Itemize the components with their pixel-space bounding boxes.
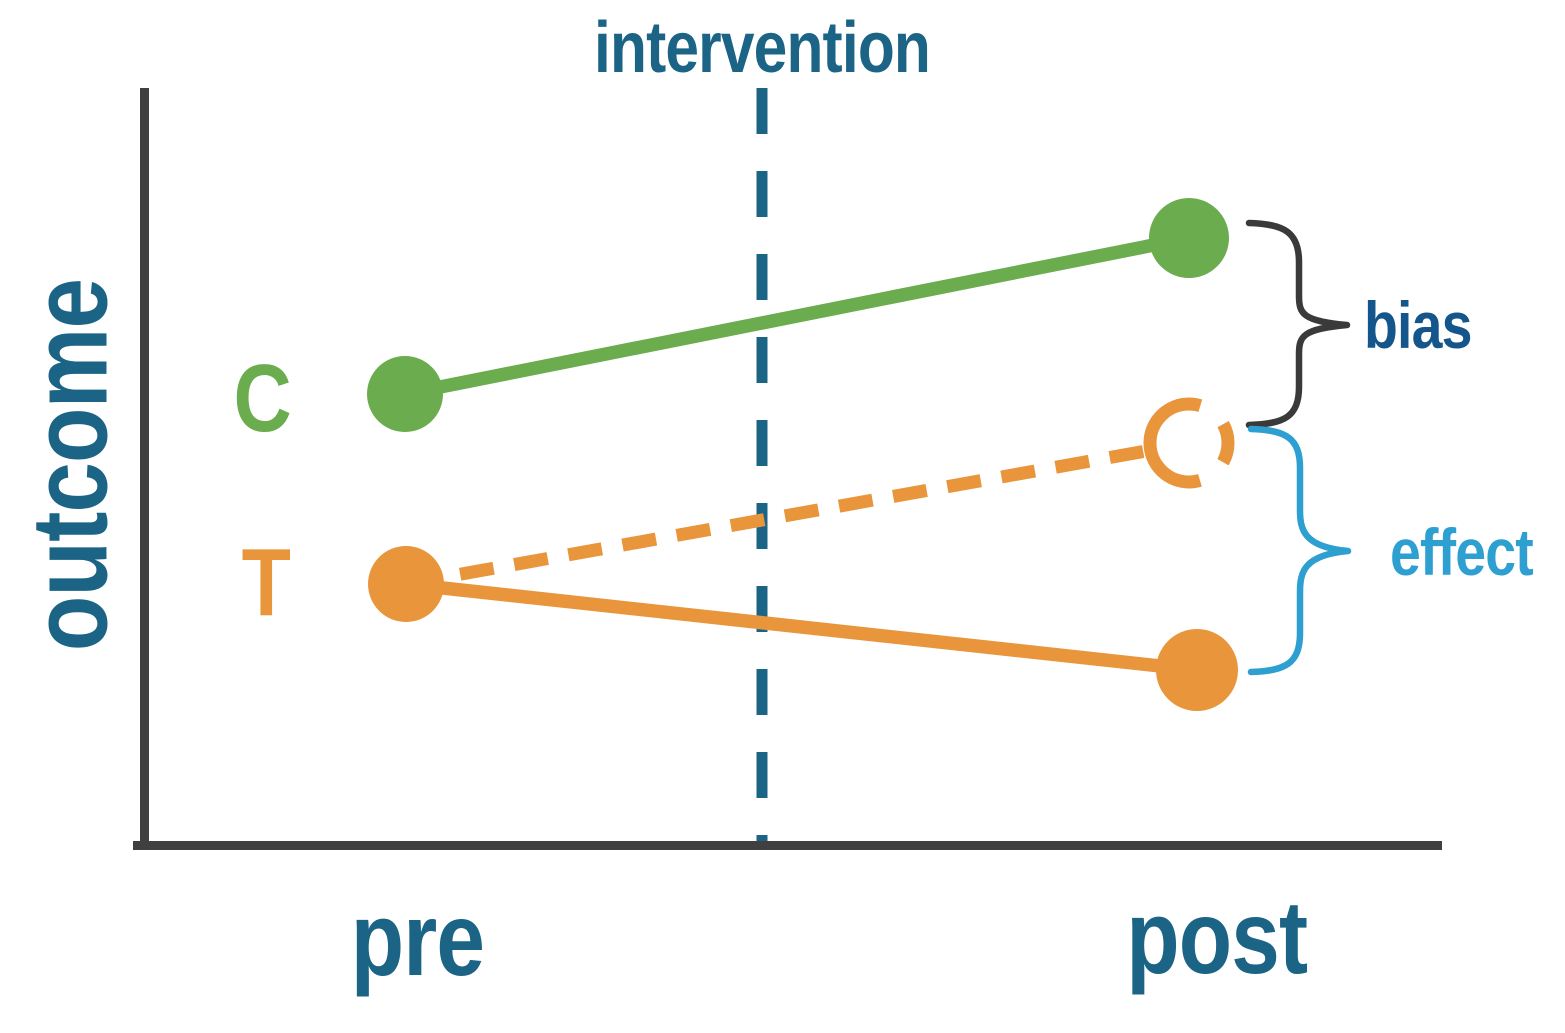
effect-brace xyxy=(1247,425,1352,676)
control-post-point xyxy=(1149,198,1229,278)
counterfactual-dashed-line xyxy=(404,444,1148,591)
bias-brace xyxy=(1245,219,1351,429)
control-line xyxy=(403,231,1191,401)
treatment-pre-point xyxy=(368,546,444,622)
control-pre-point xyxy=(367,356,443,432)
treatment-line xyxy=(405,577,1198,677)
treatment-post-point xyxy=(1156,629,1238,711)
counterfactual-post-open-circle xyxy=(1143,397,1235,489)
